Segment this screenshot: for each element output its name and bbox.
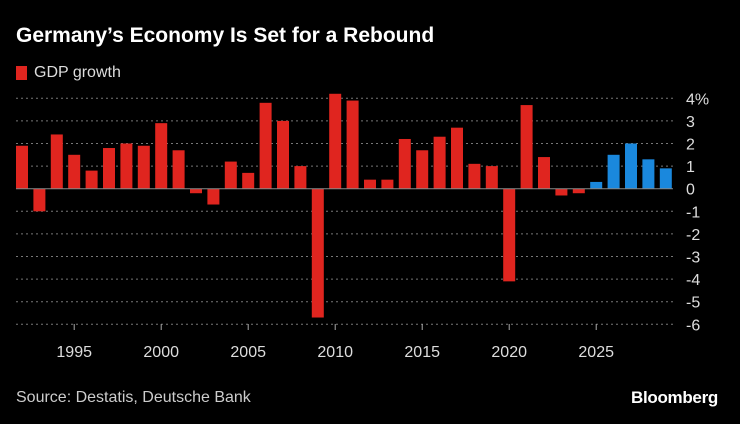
x-tick-label: 2020 (491, 344, 527, 361)
bar-2001 (172, 150, 185, 189)
legend-swatch (16, 66, 27, 80)
bar-1996 (85, 170, 98, 189)
source-note: Source: Destatis, Deutsche Bank (16, 389, 251, 406)
x-tick-label: 2000 (143, 344, 179, 361)
bar-2007 (277, 120, 289, 189)
bar-1994 (50, 134, 63, 189)
bar-1995 (68, 154, 81, 189)
bar-1999 (137, 145, 150, 189)
chart-title: Germany’s Economy Is Set for a Rebound (16, 24, 435, 47)
bar-2003 (207, 188, 220, 205)
y-tick-label: -3 (686, 250, 700, 267)
bar-2018 (468, 163, 481, 189)
bar-2004 (224, 161, 237, 189)
bloomberg-logo: Bloomberg (630, 388, 718, 407)
y-tick-label: 3 (686, 114, 695, 131)
bar-2005 (242, 172, 255, 189)
x-tick-label: 2010 (317, 344, 353, 361)
bar-2009 (311, 188, 324, 318)
x-tick-label: 2015 (404, 344, 440, 361)
bar-2010 (329, 93, 342, 189)
bar-2021 (520, 105, 533, 189)
y-tick-label: 1 (686, 159, 695, 176)
y-tick-label: -4 (686, 272, 700, 289)
y-tick-label: -1 (686, 204, 700, 221)
bar-2020 (503, 188, 516, 282)
bar-1997 (103, 148, 115, 189)
y-tick-label: 0 (686, 182, 695, 199)
legend: GDP growth (16, 64, 121, 82)
bar-2011 (346, 100, 359, 189)
bar-2023 (555, 188, 568, 196)
bar-2026 (607, 154, 620, 189)
bar-2017 (451, 127, 463, 189)
y-tick-label: 4% (686, 91, 709, 108)
bar-2019 (485, 166, 498, 189)
y-tick-label: -5 (686, 295, 700, 312)
bar-2025 (590, 181, 603, 189)
bar-2016 (433, 136, 446, 189)
x-tick-label: 2025 (578, 344, 614, 361)
bar-2029 (659, 168, 672, 189)
bar-2015 (416, 150, 429, 189)
bar-2028 (642, 159, 655, 189)
x-tick-label: 2005 (230, 344, 266, 361)
bar-2012 (364, 179, 376, 189)
bar-2013 (381, 179, 394, 189)
bar-1998 (120, 143, 133, 189)
bar-2000 (155, 123, 168, 189)
bar-2024 (572, 188, 585, 194)
x-tick-label: 1995 (56, 344, 92, 361)
bar-2014 (398, 138, 411, 189)
y-tick-label: 2 (686, 137, 695, 154)
bar-2002 (190, 188, 202, 194)
bar-2006 (259, 102, 272, 189)
bar-2008 (294, 166, 307, 189)
y-tick-label: -6 (686, 317, 700, 334)
bar-2022 (538, 157, 550, 189)
bar-1993 (33, 188, 46, 212)
bar-1992 (16, 145, 28, 189)
legend-label: GDP growth (34, 64, 121, 81)
y-tick-label: -2 (686, 227, 700, 244)
bar-2027 (625, 143, 637, 189)
